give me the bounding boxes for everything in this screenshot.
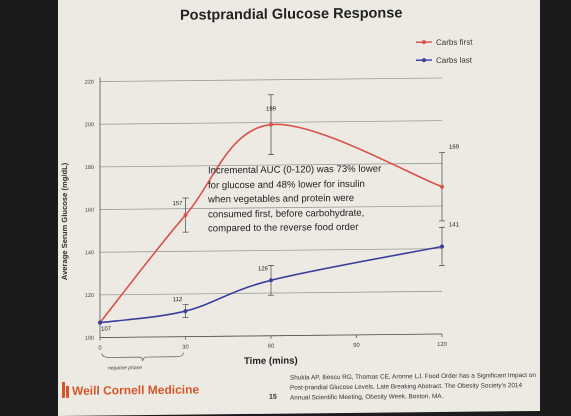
line-chart: 100 120 140 160 180 200 220 0 30 60 90 120 157 199 169… [85,38,473,362]
data-point [183,309,188,314]
y-axis-title: Average Serum Glucose (mg/dL) [60,162,69,281]
brace-label: negative phase [108,365,142,372]
legend-marker [422,58,426,63]
citation: Shukla AP, Iliescu RG, Thomas CE, Aronne… [290,371,536,402]
data-label: 112 [173,297,183,303]
data-label: 107 [101,327,112,333]
data-label: 141 [449,222,460,228]
annotation-line: consumed first, before carbohydrate, [208,207,365,220]
x-tick-label: 0 [98,346,101,352]
legend-label: Carbs first [436,38,473,47]
data-point [269,122,273,127]
legend-marker [422,40,426,45]
series-line-carbs-first [99,123,443,324]
x-tick-label: 60 [268,344,274,350]
x-tick-label: 30 [182,345,188,351]
gridline [100,248,442,253]
data-point [269,278,273,283]
gridline [100,77,442,82]
y-tick-label: 200 [85,122,94,128]
annotation-line: compared to the reverse food order [208,221,359,235]
x-tick-label: 90 [353,343,359,349]
logo-icon [62,381,69,398]
y-tick-label: 120 [85,293,94,299]
institution-logo: Weill Cornell Medicine [72,382,200,398]
annotation-line: Incremental AUC (0-120) was 73% lower [208,163,382,177]
y-tick-label: 180 [85,165,94,171]
data-point [98,320,102,325]
data-label: 199 [266,107,277,113]
y-tick-label: 140 [85,250,94,256]
presentation-slide: Postprandial Glucose Response 100 120 140 1… [58,0,540,416]
annotation-box: Incremental AUC (0-120) was 73% lower fo… [208,162,438,237]
annotation-line: for glucose and 48% lower for insulin [208,178,365,191]
y-tick-label: 100 [85,336,94,342]
data-point [440,184,444,189]
data-label: 126 [258,266,269,272]
data-point [440,244,444,249]
gridline [100,162,442,168]
y-tick-label: 160 [85,208,94,214]
annotation-line: when vegetables and protein were [208,192,355,206]
x-axis-title: Time (mins) [244,355,298,368]
data-label: 157 [172,201,183,207]
y-tick-label: 220 [85,80,94,86]
data-point [183,213,188,218]
series-line-carbs-last [99,245,443,324]
data-label: 169 [449,145,460,151]
x-tick-label: 120 [437,342,447,348]
brace-mark [101,352,184,362]
legend-label: Carbs last [436,56,473,65]
slide-number: 15 [269,393,277,401]
gridline [100,205,442,210]
